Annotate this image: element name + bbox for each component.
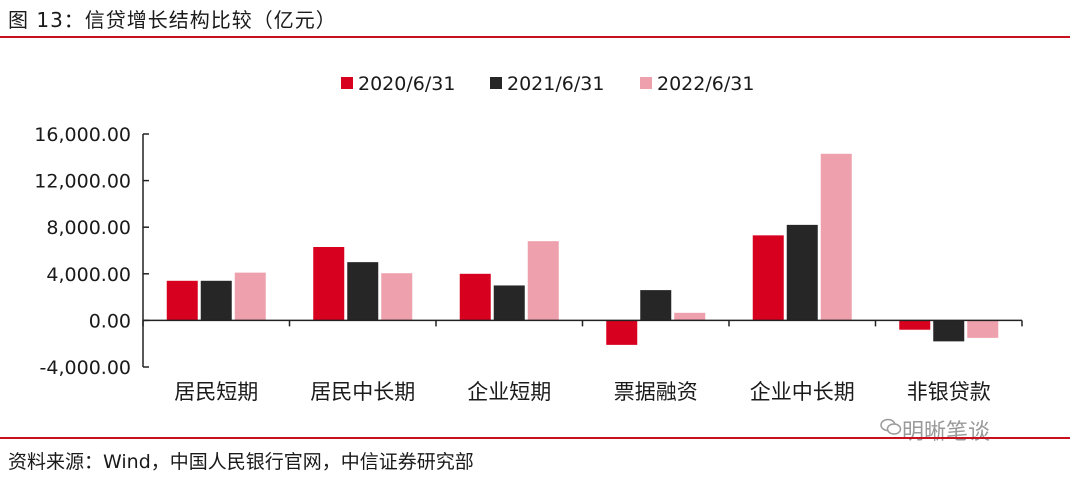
bar bbox=[527, 241, 559, 321]
wechat-icon bbox=[880, 418, 902, 435]
legend-swatch bbox=[640, 77, 652, 89]
bar bbox=[899, 320, 931, 330]
bar bbox=[606, 320, 638, 345]
footer-divider bbox=[0, 437, 1070, 439]
x-category-label: 居民短期 bbox=[174, 380, 258, 404]
bar bbox=[674, 312, 706, 321]
legend-label: 2021/6/31 bbox=[507, 73, 604, 95]
bar bbox=[933, 320, 965, 342]
bar bbox=[200, 280, 232, 321]
y-tick-label: 12,000.00 bbox=[34, 171, 131, 193]
y-tick-label: 8,000.00 bbox=[46, 217, 131, 239]
x-category-label: 非银贷款 bbox=[907, 380, 991, 404]
y-tick-label: -4,000.00 bbox=[40, 357, 131, 379]
y-tick-label: 4,000.00 bbox=[46, 264, 131, 286]
legend-label: 2022/6/31 bbox=[657, 73, 754, 95]
x-category-label: 票据融资 bbox=[614, 380, 698, 404]
title-divider bbox=[0, 36, 1070, 38]
bar bbox=[166, 280, 198, 321]
bar bbox=[347, 262, 379, 321]
legend-label: 2020/6/31 bbox=[358, 73, 455, 95]
bar bbox=[493, 285, 525, 321]
x-category-label: 企业中长期 bbox=[750, 380, 855, 404]
bar bbox=[313, 247, 345, 321]
bars bbox=[166, 153, 999, 345]
watermark-text: 明晰笔谈 bbox=[902, 420, 991, 445]
bar bbox=[640, 290, 672, 321]
bar bbox=[752, 235, 784, 321]
bar bbox=[786, 224, 818, 321]
legend-swatch bbox=[341, 77, 353, 89]
x-category-label: 企业短期 bbox=[467, 380, 551, 404]
y-tick-label: 16,000.00 bbox=[34, 124, 131, 146]
x-category-label: 居民中长期 bbox=[310, 380, 415, 404]
x-axis: 居民短期 居民中长期 企业短期 票据融资 企业中长期 非银贷款 bbox=[142, 319, 1023, 404]
source-note: 资料来源：Wind，中国人民银行官网，中信证券研究部 bbox=[8, 451, 474, 473]
y-tick-label: 0.00 bbox=[89, 310, 131, 332]
y-axis: 16,000.00 12,000.00 8,000.00 4,000.00 0.00 -4… bbox=[34, 124, 149, 379]
bar bbox=[820, 153, 852, 321]
legend-swatch bbox=[490, 77, 502, 89]
legend: 2020/6/31 2021/6/31 2022/6/31 bbox=[341, 73, 754, 95]
bar bbox=[381, 273, 413, 321]
bar bbox=[967, 320, 999, 338]
chart-title: 图 13：信贷增长结构比较（亿元） bbox=[8, 8, 337, 32]
bar bbox=[459, 273, 491, 321]
bar bbox=[234, 272, 266, 321]
